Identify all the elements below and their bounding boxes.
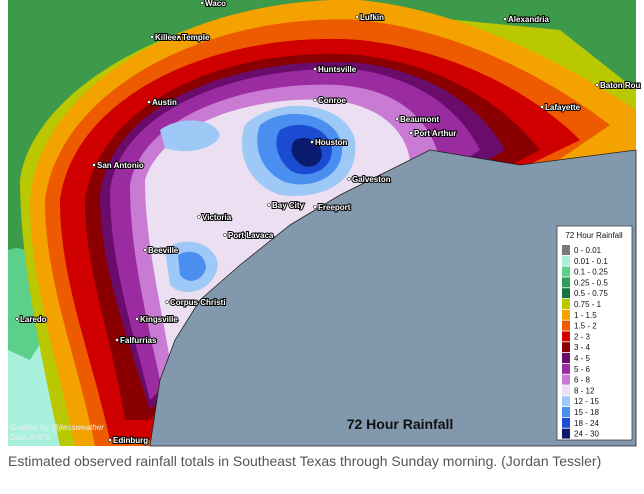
map-title: 72 Hour Rainfall [347, 416, 454, 432]
city-label: Temple [182, 33, 210, 42]
legend-swatch [562, 363, 570, 374]
legend-label: 0 - 0.01 [574, 246, 602, 255]
credit: Data AHPS [10, 433, 51, 442]
city-dot [147, 100, 151, 104]
legend-label: 0.75 - 1 [574, 300, 602, 309]
city-dot [165, 300, 169, 304]
legend-swatch [562, 428, 570, 439]
legend-label: 0.25 - 0.5 [574, 278, 608, 287]
city-dot [313, 205, 317, 209]
legend-label: 5 - 6 [574, 365, 591, 374]
map: Waco Lufkin Alexandria Killeen Temple Huntsvi… [8, 0, 642, 447]
legend-swatch [562, 385, 570, 396]
city-label: Waco [205, 0, 226, 8]
legend-label: 3 - 4 [574, 343, 591, 352]
city-dot [409, 131, 413, 135]
city-label: Falfurrias [120, 336, 157, 345]
legend-swatch [562, 299, 570, 309]
credit: Graphic by @jtessweather [10, 423, 104, 432]
city-dot [395, 117, 399, 121]
city-dot [150, 35, 154, 39]
legend-label: 1.5 - 2 [574, 322, 597, 331]
city-dot [115, 338, 119, 342]
city-dot [223, 233, 227, 237]
legend-swatch [562, 417, 570, 428]
city-dot [540, 105, 544, 109]
city-dot [92, 163, 96, 167]
city-dot [595, 83, 599, 87]
legend-swatch [562, 255, 570, 266]
city-label: Port Arthur [414, 129, 456, 138]
legend-swatch [562, 353, 570, 363]
rain-area [291, 137, 322, 167]
legend-swatch [562, 277, 570, 288]
city-label: Houston [315, 138, 348, 147]
legend-swatch [562, 245, 570, 255]
city-dot [143, 248, 147, 252]
city-label: Beeville [148, 246, 179, 255]
legend-swatch [562, 407, 570, 417]
legend-title: 72 Hour Rainfall [565, 231, 623, 240]
city-label: Galveston [352, 175, 391, 184]
city-label: Corpus Christi [170, 298, 226, 307]
city-label: Laredo [20, 315, 47, 324]
legend-swatch [562, 320, 570, 331]
city-label: Freeport [318, 203, 351, 212]
city-label: Lafayette [545, 103, 581, 112]
legend-swatch [562, 309, 570, 320]
legend-label: 6 - 8 [574, 376, 591, 385]
city-dot [135, 317, 139, 321]
legend-label: 12 - 15 [574, 397, 599, 406]
city-dot [200, 1, 204, 5]
caption: Estimated observed rainfall totals in So… [8, 453, 602, 469]
city-label: Killeen [155, 33, 181, 42]
legend-label: 0.1 - 0.25 [574, 268, 608, 277]
rain-area [178, 251, 206, 281]
city-label: San Antonio [97, 161, 144, 170]
legend-swatch [562, 342, 570, 353]
cities: Waco Lufkin Alexandria Killeen Temple Huntsvi… [15, 0, 642, 446]
legend-swatch [562, 266, 570, 277]
city-label: Huntsville [318, 65, 357, 74]
city-label: Lufkin [360, 13, 384, 22]
city-label: Victoria [202, 213, 232, 222]
city-label: Kingsville [140, 315, 178, 324]
city-dot [313, 67, 317, 71]
legend-label: 18 - 24 [574, 419, 599, 428]
city-label: Bay City [272, 201, 305, 210]
city-label: Port Lavaca [228, 231, 274, 240]
legend-label: 8 - 12 [574, 386, 595, 395]
legend-label: 24 - 30 [574, 430, 599, 439]
legend-label: 0.01 - 0.1 [574, 257, 608, 266]
legend-label: 0.5 - 0.75 [574, 289, 608, 298]
gulf [149, 149, 637, 447]
city-label: Beaumont [400, 115, 439, 124]
city-label: Baton Rou [600, 81, 641, 90]
city-dot [313, 98, 317, 102]
legend: 72 Hour Rainfall 0 - 0.01 0.01 - 0.1 0.1 -… [556, 225, 633, 441]
rain-area [160, 120, 220, 152]
legend-label: 2 - 3 [574, 332, 591, 341]
city-dot [15, 317, 19, 321]
legend-swatch [562, 396, 570, 407]
city-dot [503, 17, 507, 21]
city-dot [267, 203, 271, 207]
city-label: Alexandria [508, 15, 549, 24]
legend-label: 4 - 5 [574, 354, 591, 363]
legend-swatch [562, 374, 570, 385]
legend-label: 15 - 18 [574, 408, 599, 417]
city-dot [347, 177, 351, 181]
city-dot [310, 140, 314, 144]
city-dot [177, 35, 181, 39]
city-dot [108, 438, 112, 442]
city-label: Conroe [318, 96, 347, 105]
city-dot [197, 215, 201, 219]
city-label: Edinburg [113, 436, 148, 445]
legend-swatch [562, 288, 570, 299]
legend-label: 1 - 1.5 [574, 311, 597, 320]
city-dot [355, 15, 359, 19]
city-label: Austin [152, 98, 177, 107]
legend-swatch [562, 331, 570, 342]
